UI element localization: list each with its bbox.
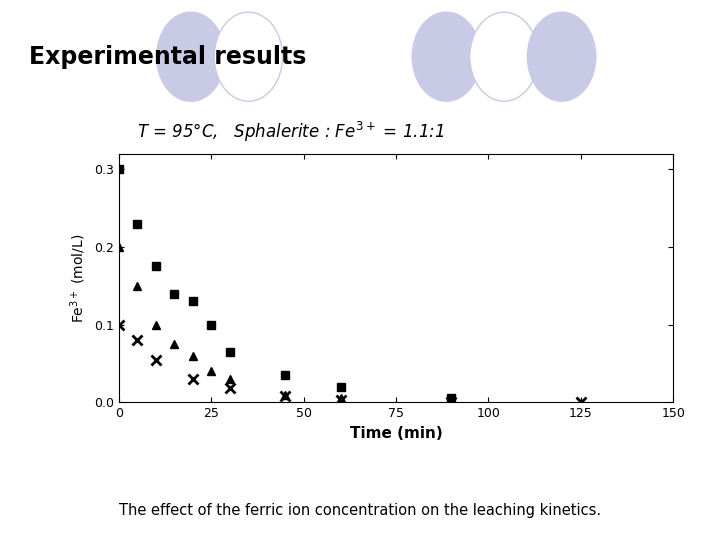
Text: $\mathit{T}$ = 95°C,   $\mathit{Sphalerite}$ : $\mathit{Fe}^{3+}$ = 1.1:1: $\mathit{T}$ = 95°C, $\mathit{Sphalerite… (137, 120, 444, 144)
Text: The effect of the ferric ion concentration on the leaching kinetics.: The effect of the ferric ion concentrati… (119, 503, 601, 518)
Y-axis label: Fe$^{3+}$ (mol/L): Fe$^{3+}$ (mol/L) (69, 233, 89, 323)
X-axis label: Time (min): Time (min) (350, 426, 442, 441)
Text: Experimental results: Experimental results (29, 45, 306, 69)
